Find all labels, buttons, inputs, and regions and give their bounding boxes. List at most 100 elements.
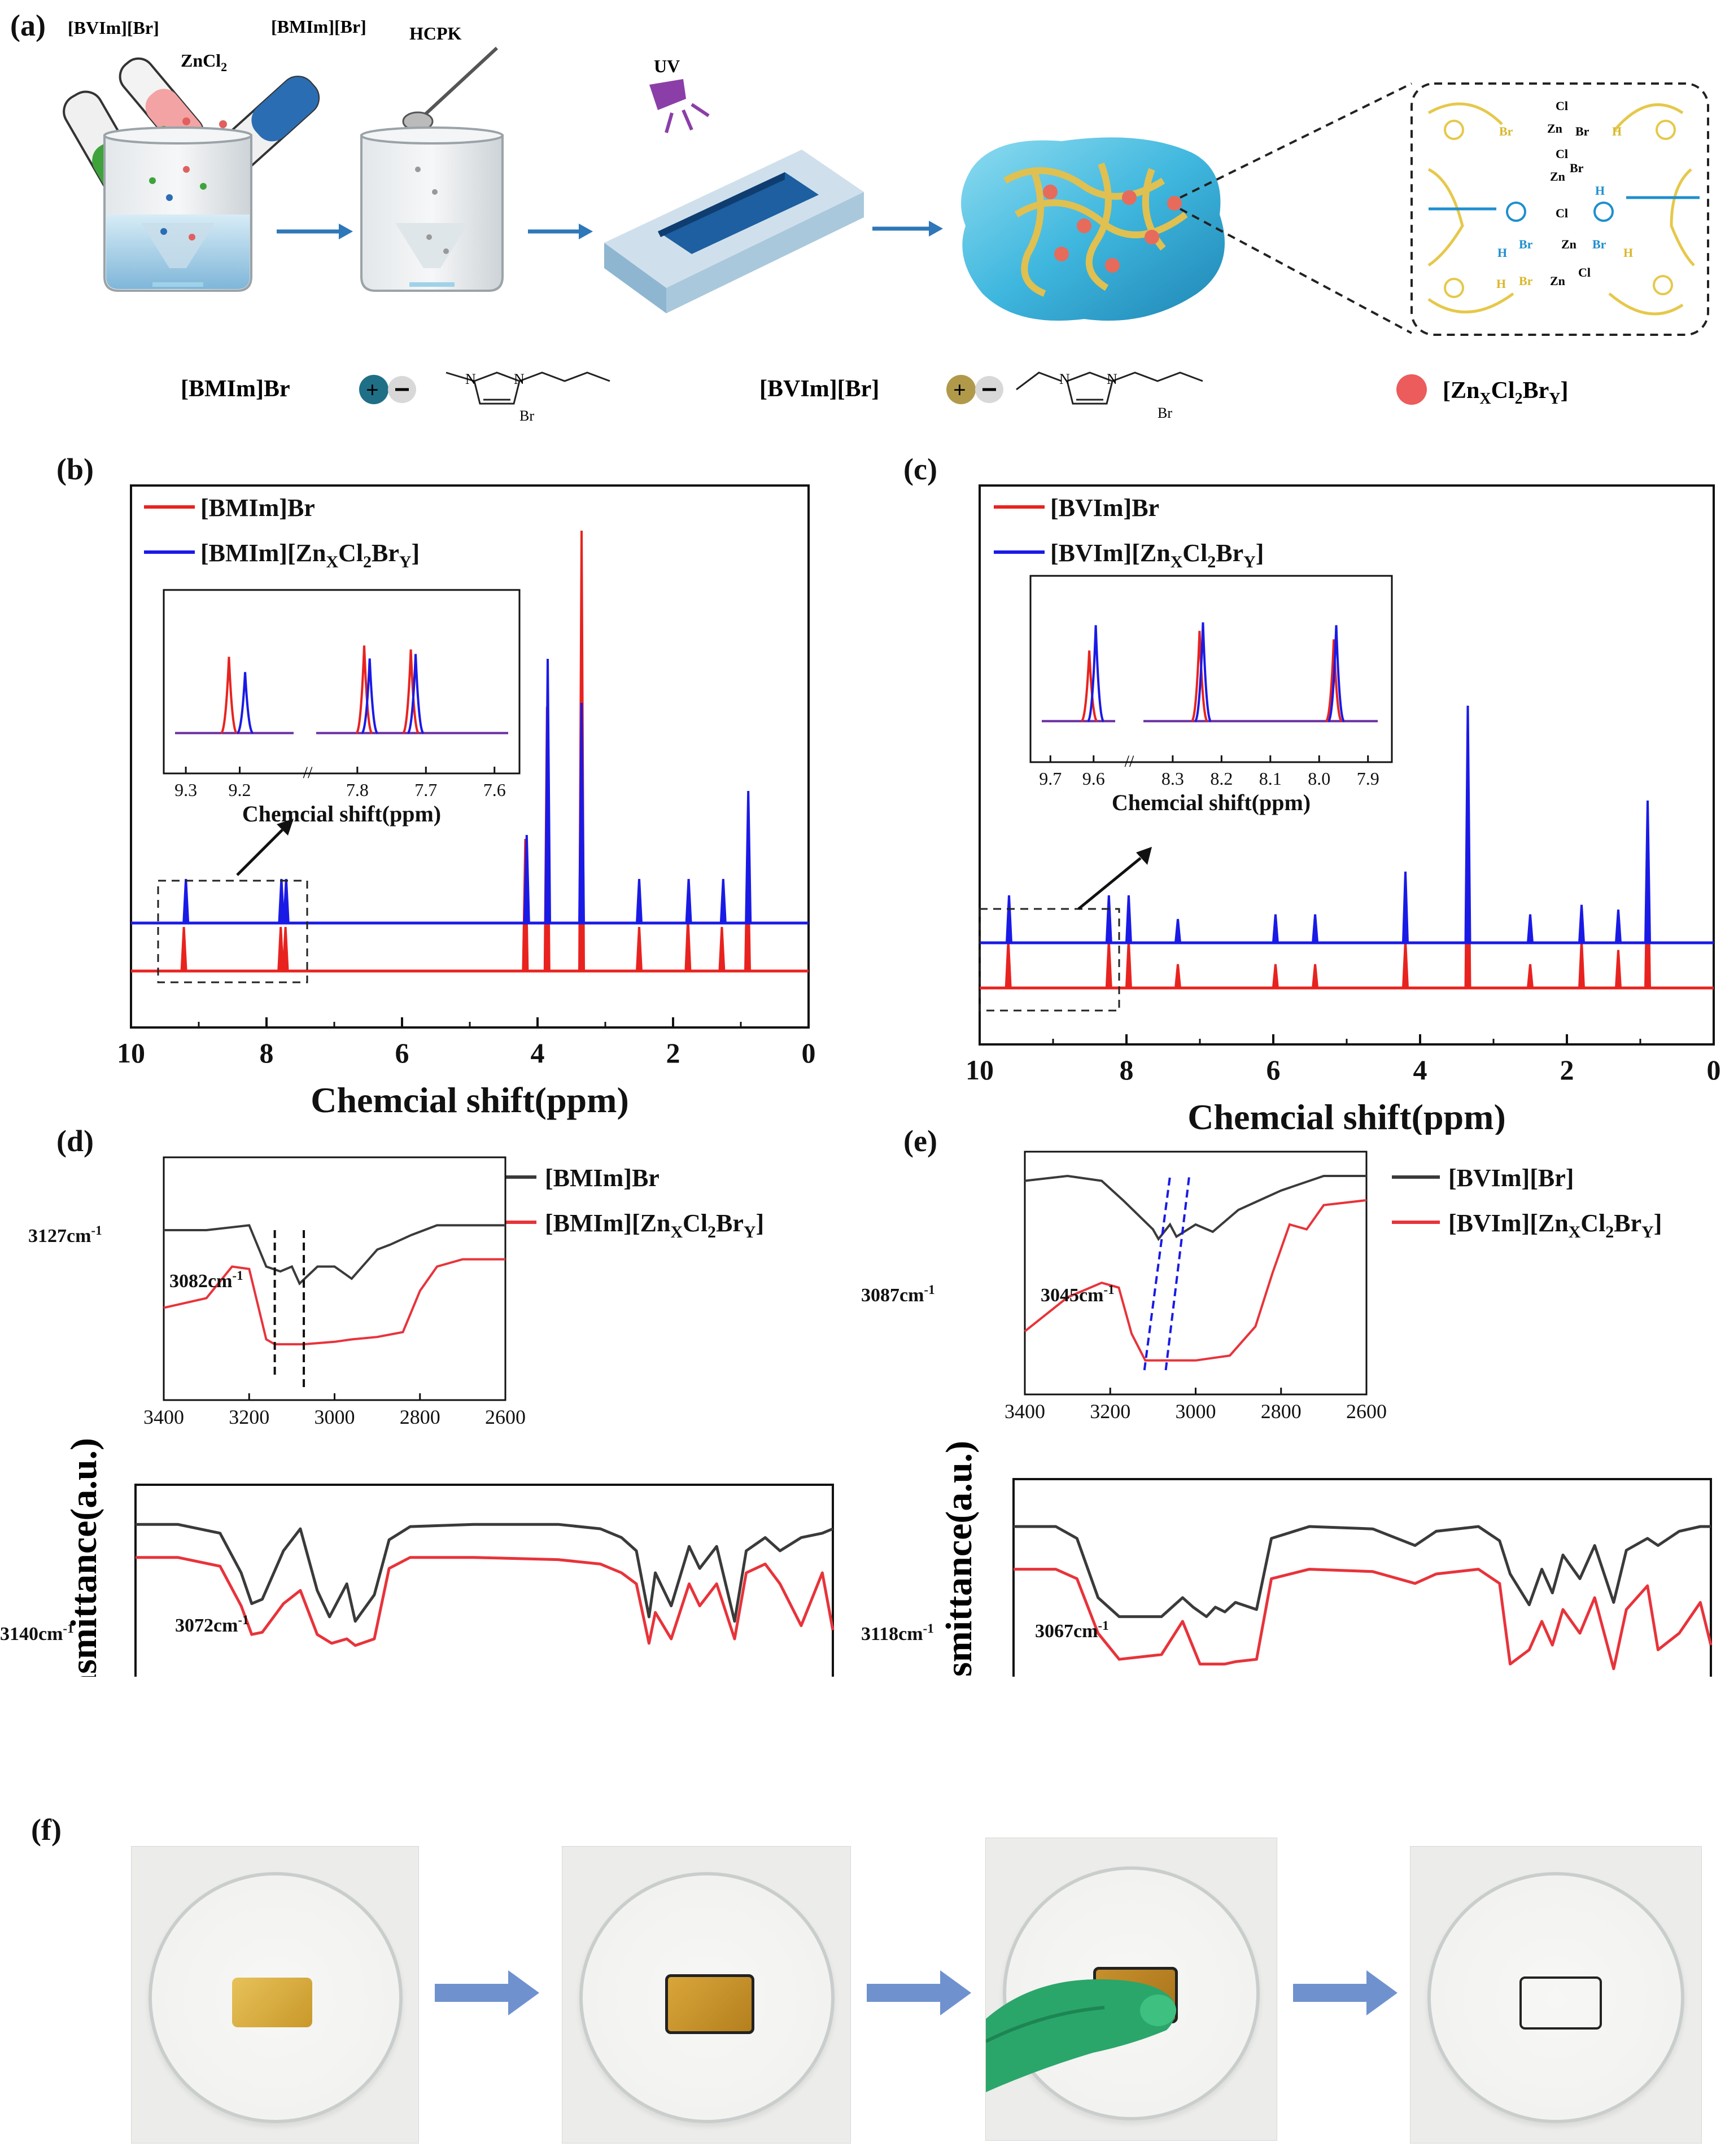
- inset-tick-label: 3000: [315, 1406, 355, 1428]
- svg-text:Br: Br: [1519, 237, 1533, 251]
- inset-tick-label: 2600: [485, 1406, 526, 1428]
- inset-tick-label: 8.3: [1161, 768, 1184, 789]
- inset-tick-label: 7.7: [414, 780, 437, 800]
- peak-annotation: 3072cm-1: [175, 1613, 249, 1636]
- bvim-br: Br: [1158, 405, 1172, 421]
- nmr-peak: [1312, 914, 1319, 943]
- svg-text:Cl: Cl: [1578, 265, 1591, 279]
- x-tick-label: 8: [1120, 1054, 1134, 1086]
- zncl2-label: ZnCl2: [181, 50, 227, 74]
- nmr-peak: [1006, 895, 1012, 943]
- arrow-f2: [867, 1970, 971, 2015]
- ftir-curve: [1014, 1525, 1711, 1619]
- peak-annotation: 3118cm-1: [861, 1621, 934, 1645]
- inset-tick-label: 7.9: [1357, 768, 1379, 789]
- inset-tick-label: 8.1: [1259, 768, 1282, 789]
- svg-text:H: H: [1623, 246, 1633, 260]
- inset-tick-label: 8.0: [1308, 768, 1330, 789]
- inset-tick-label: 9.3: [174, 780, 197, 800]
- peak-shift-line: [1164, 1175, 1191, 1371]
- nmr-peak: [1272, 964, 1279, 989]
- zoom-arrow-head: [1136, 847, 1152, 865]
- legend-blue-label: [BVIm][ZnXCl2BrY]: [1050, 539, 1264, 571]
- svg-text:H: H: [1612, 124, 1622, 138]
- inset-tick-label: 2600: [1346, 1400, 1387, 1423]
- x-axis-label: Chemcial shift(ppm): [311, 1080, 629, 1120]
- ftir-curve: [1014, 1568, 1713, 1670]
- inset-peak: [1081, 650, 1098, 723]
- nmr-peak: [1125, 940, 1132, 989]
- ftir-chart-d: 4000350030002500200015001000Wavenumber(c…: [0, 1156, 835, 1677]
- inset-tick-label: 3200: [229, 1406, 269, 1428]
- photo-1: [131, 1846, 419, 2144]
- nmr-peak: [282, 878, 290, 924]
- svg-text:Cl: Cl: [1556, 206, 1568, 220]
- inset-tick-label: 7.8: [346, 780, 369, 800]
- plot-frame: [1012, 1478, 1712, 1677]
- nmr-peak: [1615, 950, 1622, 989]
- nmr-peak: [1005, 940, 1012, 989]
- bmim-structure-name: [BMIm]Br: [181, 376, 290, 402]
- svg-text:Br: Br: [1570, 161, 1584, 175]
- inset-tick-label: 9.7: [1039, 768, 1062, 789]
- panel-d-label: (d): [56, 1124, 94, 1158]
- inset-peak: [402, 649, 420, 734]
- bmim-cation-anion-icon: +: [359, 375, 416, 404]
- nmr-peak: [718, 926, 726, 972]
- peak-annotation: 3067cm-1: [1035, 1619, 1109, 1642]
- bvim-label: [BVIm][Br]: [68, 18, 159, 38]
- panel-f-label: (f): [31, 1813, 62, 1847]
- zoom-arrow: [1077, 857, 1142, 910]
- x-tick-label: 10: [117, 1037, 145, 1069]
- nmr-peak: [544, 658, 551, 924]
- x-tick-label: 0: [802, 1037, 816, 1069]
- svg-text:Cl: Cl: [1556, 99, 1568, 113]
- inset-tick-label: 2800: [400, 1406, 440, 1428]
- nmr-peak: [1527, 964, 1534, 989]
- peak-shift-line: [1143, 1175, 1172, 1371]
- nmr-peak: [1527, 914, 1534, 943]
- legend-red-label: [BMIm][ZnXCl2BrY]: [545, 1209, 764, 1241]
- nmr-peak: [1644, 800, 1651, 943]
- bmim-n: N: [465, 371, 476, 387]
- nmr-peak: [278, 878, 285, 924]
- bmim-label: [BMIm][Br]: [271, 16, 366, 37]
- inset-peak: [1325, 639, 1343, 723]
- nmr-peak: [1105, 895, 1112, 943]
- svg-text:Br: Br: [1519, 274, 1533, 288]
- legend-red-label: [BVIm][ZnXCl2BrY]: [1448, 1209, 1662, 1241]
- x-tick-label: 8: [260, 1037, 274, 1069]
- inset-curve: [163, 1258, 505, 1346]
- mixing-beaker: [103, 126, 252, 292]
- x-tick-label: 6: [1267, 1054, 1281, 1086]
- inset-peak: [1190, 631, 1209, 723]
- absorbed-hydrogel-outline: [1519, 1976, 1602, 2030]
- svg-text:H: H: [1496, 277, 1506, 291]
- mold-tray: [604, 150, 864, 313]
- y-axis-label: Transmittance(a.u.): [63, 1438, 104, 1677]
- inset-peak: [361, 658, 378, 734]
- inset-peak: [237, 672, 254, 734]
- arrow-2: [528, 224, 593, 239]
- x-tick-label: 2: [1560, 1054, 1574, 1086]
- inset-tick-label: 2800: [1261, 1400, 1302, 1423]
- nmr-peak: [1578, 940, 1585, 989]
- x-tick-label: 2: [666, 1037, 680, 1069]
- inset-peak: [220, 657, 238, 734]
- nmr-peak: [745, 790, 752, 924]
- inset-curve: [1024, 1174, 1366, 1241]
- petri-dish: [1427, 1872, 1684, 2123]
- bmim-nplus: N: [514, 371, 525, 387]
- inset-tick-label: 3000: [1176, 1400, 1216, 1423]
- inset-tick-label: 3200: [1090, 1400, 1130, 1423]
- coordination-labels: Zn Br Br H Cl Zn Br Cl Cl Zn Br Br H H Z…: [1496, 99, 1633, 291]
- bvim-structure-name: [BVIm][Br]: [759, 376, 879, 402]
- x-tick-label: 0: [1707, 1054, 1721, 1086]
- inset-frame: [163, 589, 521, 775]
- nmr-peak: [1174, 919, 1181, 943]
- inset-peak: [355, 645, 373, 734]
- inset-x-label: Chemcial shift(ppm): [1112, 790, 1311, 815]
- inset-tick-label: 7.6: [483, 780, 506, 800]
- svg-text:H: H: [1497, 246, 1507, 260]
- anion-label: [ZnXCl2BrY]: [1443, 378, 1568, 408]
